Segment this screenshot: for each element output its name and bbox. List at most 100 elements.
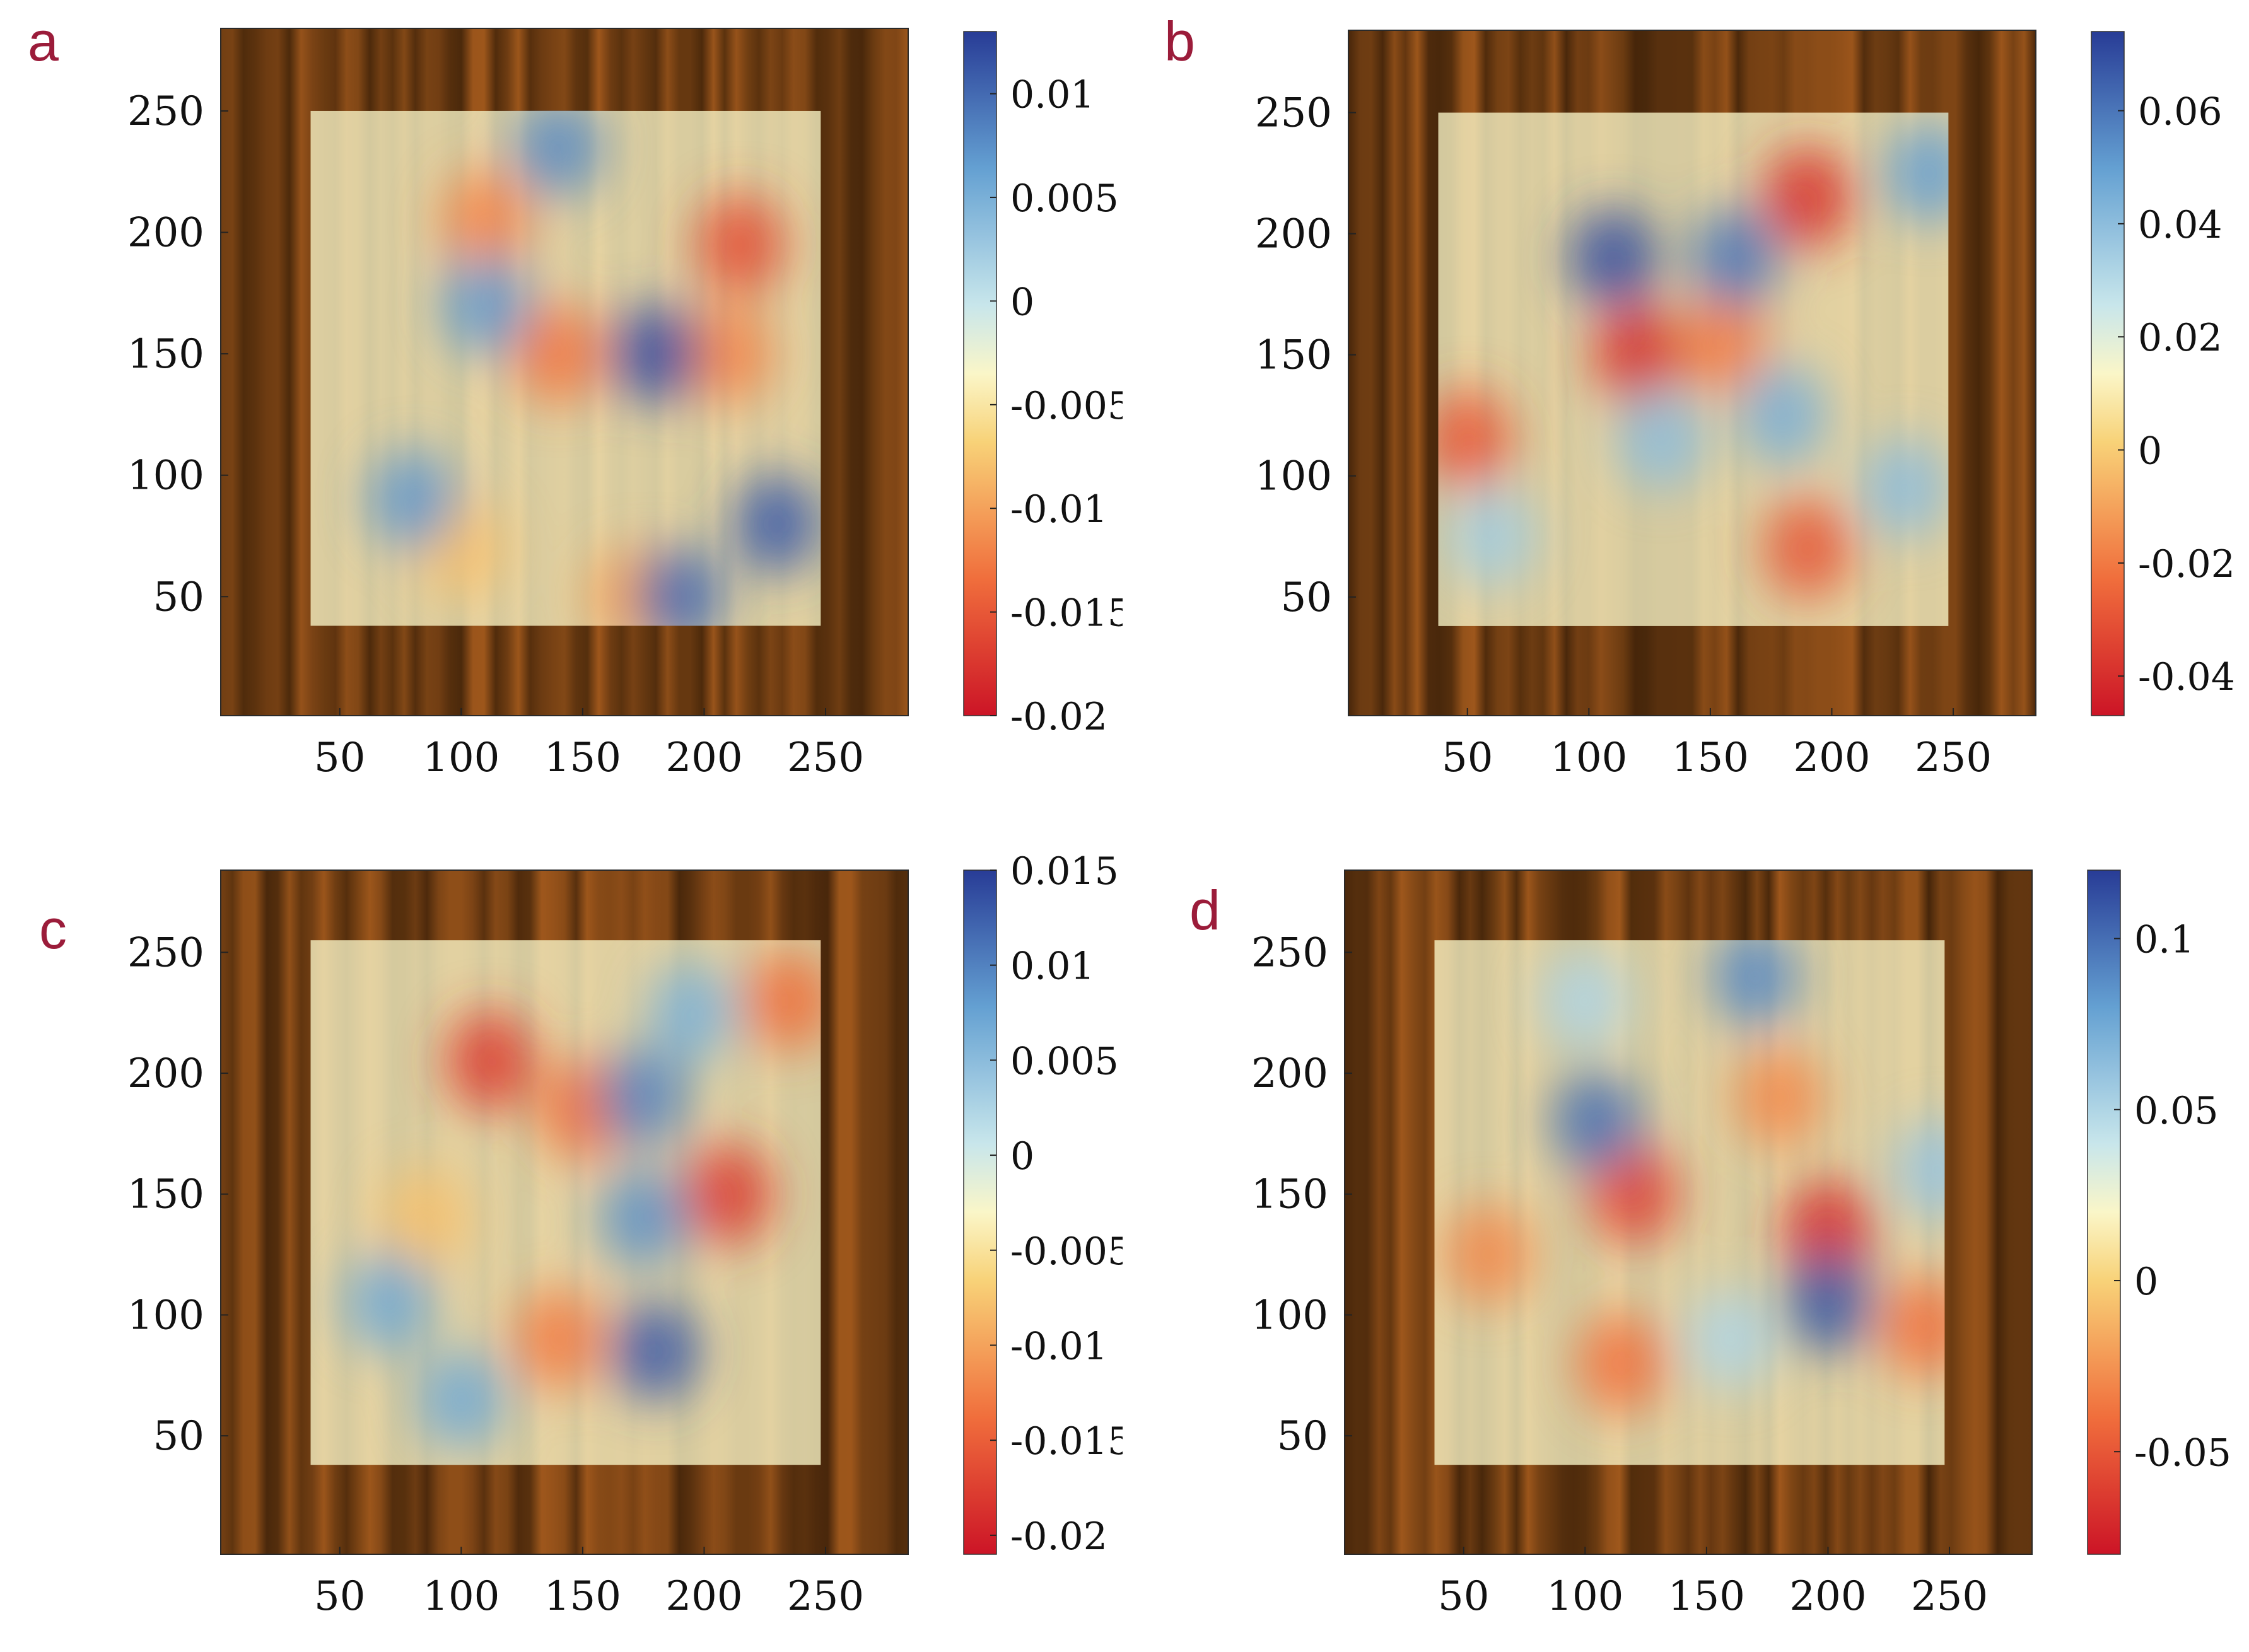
- heatmap-feature: [1593, 304, 1682, 405]
- colorbar-tick-label: 0.01: [1010, 945, 1095, 989]
- y-tick-label: 50: [153, 1413, 204, 1460]
- x-tick-label: 200: [1789, 1573, 1866, 1620]
- y-tick-label: 50: [1281, 574, 1332, 621]
- colorbar: [963, 870, 997, 1555]
- y-tick-label: 250: [127, 88, 204, 135]
- overlay-region: [1434, 940, 1945, 1465]
- heatmap-feature: [1784, 1180, 1872, 1281]
- heatmap-feature: [648, 962, 737, 1064]
- colorbar-tick-label: -0.02: [2138, 542, 2235, 586]
- heatmap-feature: [1617, 389, 1706, 491]
- heatmap-feature: [368, 449, 457, 550]
- colorbar: [963, 31, 997, 716]
- colorbar-tick-label: 0: [1010, 280, 1034, 324]
- y-tick-label: 250: [1251, 929, 1328, 976]
- y-tick-label: 200: [1255, 211, 1332, 258]
- heatmap-feature: [1447, 486, 1536, 587]
- x-tick-label: 150: [1668, 1573, 1745, 1620]
- colorbar-tick-label: 0.005: [1010, 1039, 1119, 1083]
- colorbar-tick-label: -0.02: [1010, 695, 1107, 739]
- colorbar-tick-label: -0.04: [2138, 655, 2235, 699]
- heatmap-feature: [1893, 1119, 1945, 1221]
- panel-label-c: c: [39, 898, 67, 960]
- heatmap-feature: [1881, 1276, 1945, 1378]
- heatmap-feature: [1884, 122, 1949, 224]
- x-tick-label: 50: [314, 735, 365, 781]
- panel-c: c 50 100 150 200 250 50 100 150 200 250 0.015 0.01 0…: [0, 832, 1123, 1652]
- panel-label-d: d: [1189, 879, 1220, 941]
- heatmap-feature: [635, 546, 724, 626]
- y-tick-label: 100: [127, 453, 204, 499]
- heatmap-feature: [1686, 1288, 1775, 1390]
- panel-d: d 50 100 150 200 250 50 100 150 200 250 0.1 0.05 0 -0…: [1126, 832, 2249, 1652]
- heatmap-feature: [514, 110, 603, 198]
- heatmap-feature: [1690, 207, 1779, 309]
- y-tick-label: 150: [127, 1172, 204, 1218]
- colorbar-tick-label: 0: [2138, 429, 2162, 474]
- colorbar-tick-label: -0.005: [1010, 384, 1123, 428]
- heatmap-feature: [1763, 497, 1852, 599]
- y-tick-label: 200: [127, 1050, 204, 1097]
- y-tick-label: 250: [1255, 90, 1332, 137]
- plot-frame: [1348, 30, 2036, 716]
- panel-label-b: b: [1164, 10, 1195, 73]
- y-tick-label: 100: [1255, 453, 1332, 500]
- plot-frame: [220, 28, 909, 716]
- heatmap-feature: [1739, 364, 1828, 466]
- y-tick-label: 150: [1251, 1172, 1328, 1218]
- y-tick-label: 250: [127, 929, 204, 976]
- plot-frame: [220, 870, 909, 1555]
- x-tick-label: 50: [1438, 1573, 1489, 1620]
- y-tick-label: 100: [127, 1292, 204, 1339]
- heatmap-feature: [745, 950, 821, 1052]
- x-tick-label: 100: [423, 735, 499, 781]
- panel-label-a: a: [28, 10, 59, 73]
- x-tick-label: 50: [314, 1573, 365, 1620]
- plot-frame: [1344, 870, 2033, 1555]
- heatmap-feature: [696, 194, 785, 295]
- colorbar-tick-label: -0.015: [1010, 1419, 1123, 1463]
- heatmap-c: 50 100 150 200 250 50 100 150 200 250 0.015 0.01 0.0…: [127, 849, 1123, 1620]
- colorbar-tick-label: -0.02: [1010, 1515, 1107, 1559]
- colorbar-tick-label: 0.01: [1010, 73, 1095, 117]
- colorbar-tick-label: 0: [2134, 1260, 2158, 1304]
- x-tick-label: 50: [1442, 735, 1493, 781]
- colorbar-tick-label: -0.005: [1010, 1230, 1123, 1274]
- colorbar: [2091, 31, 2125, 716]
- colorbar-tick-label: 0.005: [1010, 177, 1119, 221]
- y-tick-label: 50: [1277, 1413, 1328, 1460]
- y-tick-label: 150: [1255, 332, 1332, 379]
- x-tick-label: 100: [1546, 1573, 1623, 1620]
- colorbar-tick-label: 0.06: [2138, 90, 2223, 134]
- colorbar-tick-label: -0.01: [1010, 1324, 1107, 1368]
- panel-b: b 50 100 150 200 250 50 100 150 200 250 0.06 0.04 0.…: [1126, 0, 2249, 820]
- heatmap-feature: [344, 1252, 433, 1354]
- heatmap-feature: [446, 1010, 535, 1112]
- heatmap-feature: [1553, 1071, 1642, 1172]
- x-tick-label: 250: [1915, 735, 1992, 781]
- heatmap-feature: [1444, 1204, 1533, 1305]
- heatmap-feature: [1763, 147, 1852, 248]
- heatmap-feature: [599, 1047, 688, 1148]
- heatmap-feature: [417, 1349, 506, 1450]
- colorbar-tick-label: -0.015: [1010, 591, 1123, 636]
- heatmap-feature: [599, 1168, 688, 1269]
- y-tick-label: 200: [127, 210, 204, 257]
- x-tick-label: 150: [544, 1573, 621, 1620]
- heatmap-feature: [733, 473, 821, 574]
- colorbar-tick-label: -0.01: [1010, 487, 1107, 532]
- heatmap-feature: [514, 303, 603, 405]
- y-tick-label: 100: [1251, 1292, 1328, 1339]
- heatmap-feature: [1784, 1252, 1872, 1354]
- colorbar-tick-label: 0.02: [2138, 316, 2223, 360]
- colorbar-tick-label: 0: [1010, 1134, 1034, 1178]
- heatmap-feature: [611, 303, 700, 405]
- heatmap-feature: [611, 1300, 700, 1402]
- heatmap-feature: [684, 303, 773, 405]
- y-tick-label: 50: [153, 574, 204, 620]
- heatmap-feature: [1541, 950, 1630, 1052]
- x-tick-label: 250: [787, 1573, 864, 1620]
- heatmap-d: 50 100 150 200 250 50 100 150 200 250 0.1 0.05 0 -0.0…: [1251, 870, 2231, 1620]
- heatmap-feature: [1568, 207, 1657, 309]
- heatmap-feature: [1577, 1313, 1666, 1414]
